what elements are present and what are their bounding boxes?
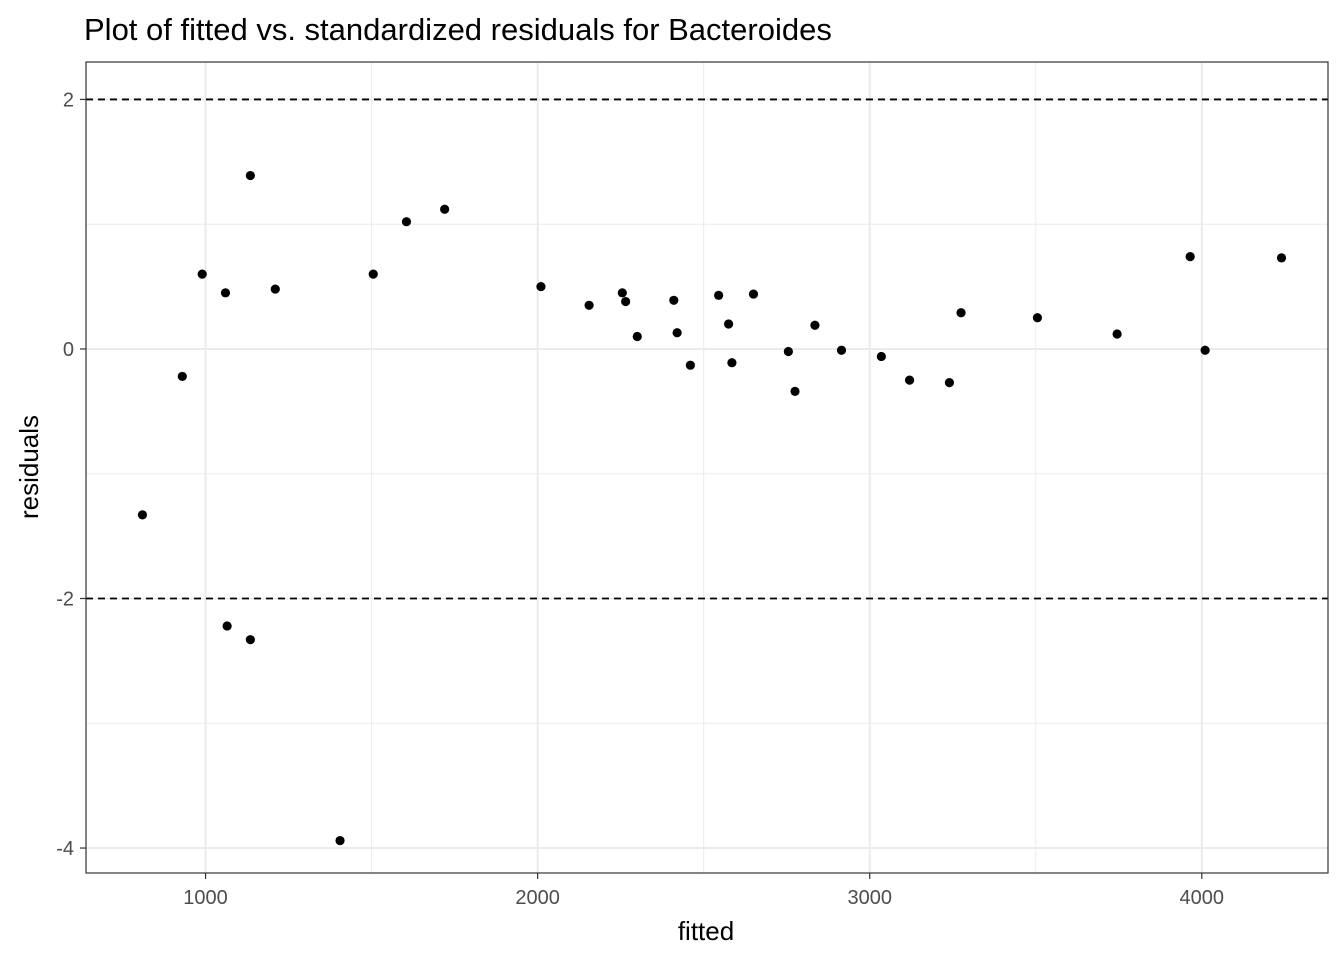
data-point <box>956 308 966 318</box>
data-point <box>714 290 724 300</box>
data-point <box>672 328 682 338</box>
x-tick-label: 1000 <box>183 887 228 909</box>
y-axis-ticks: -4 -2 0 2 <box>56 89 86 860</box>
panel-border <box>85 61 1329 874</box>
data-point <box>944 378 955 388</box>
minor-gridlines <box>86 62 1328 873</box>
data-point <box>440 204 450 214</box>
data-point <box>727 358 737 368</box>
data-point <box>617 288 627 298</box>
data-point <box>723 319 734 329</box>
chart-title: Plot of fitted vs. standardized residual… <box>84 12 832 47</box>
data-point <box>836 345 847 355</box>
y-tick-label: -4 <box>56 838 74 860</box>
x-tick-label: 3000 <box>847 887 892 909</box>
data-point <box>270 284 280 294</box>
data-point <box>197 269 207 279</box>
data-point <box>222 621 232 631</box>
x-tick-label: 2000 <box>515 887 560 909</box>
data-point <box>220 288 231 298</box>
y-tick-label: 0 <box>63 339 74 361</box>
data-point <box>401 217 412 227</box>
data-point <box>368 269 378 279</box>
data-point <box>669 295 679 305</box>
data-point <box>245 635 255 645</box>
data-point <box>137 510 148 520</box>
data-point <box>748 289 759 299</box>
x-axis-ticks: 1000 2000 3000 4000 <box>183 873 1224 909</box>
data-point <box>1276 253 1287 263</box>
data-point <box>1032 313 1043 323</box>
data-point <box>1112 329 1122 339</box>
data-point <box>536 281 546 292</box>
x-axis-title: fitted <box>678 916 734 946</box>
data-point <box>632 331 642 342</box>
data-point <box>1185 252 1195 262</box>
y-tick-label: -2 <box>56 589 74 611</box>
data-point <box>685 360 695 370</box>
data-point <box>621 296 631 307</box>
x-tick-label: 4000 <box>1180 887 1225 909</box>
data-points <box>137 170 1287 846</box>
reference-lines <box>86 98 1328 600</box>
data-point <box>245 170 255 181</box>
y-axis-title: residuals <box>14 415 44 519</box>
data-point <box>1200 345 1210 355</box>
data-point <box>904 375 915 385</box>
data-point <box>177 371 187 382</box>
y-tick-label: 2 <box>63 89 74 111</box>
data-point <box>335 835 345 846</box>
data-point <box>876 351 886 362</box>
data-point <box>584 300 594 310</box>
data-point <box>810 320 820 330</box>
data-point <box>783 346 793 357</box>
data-point <box>790 386 800 396</box>
